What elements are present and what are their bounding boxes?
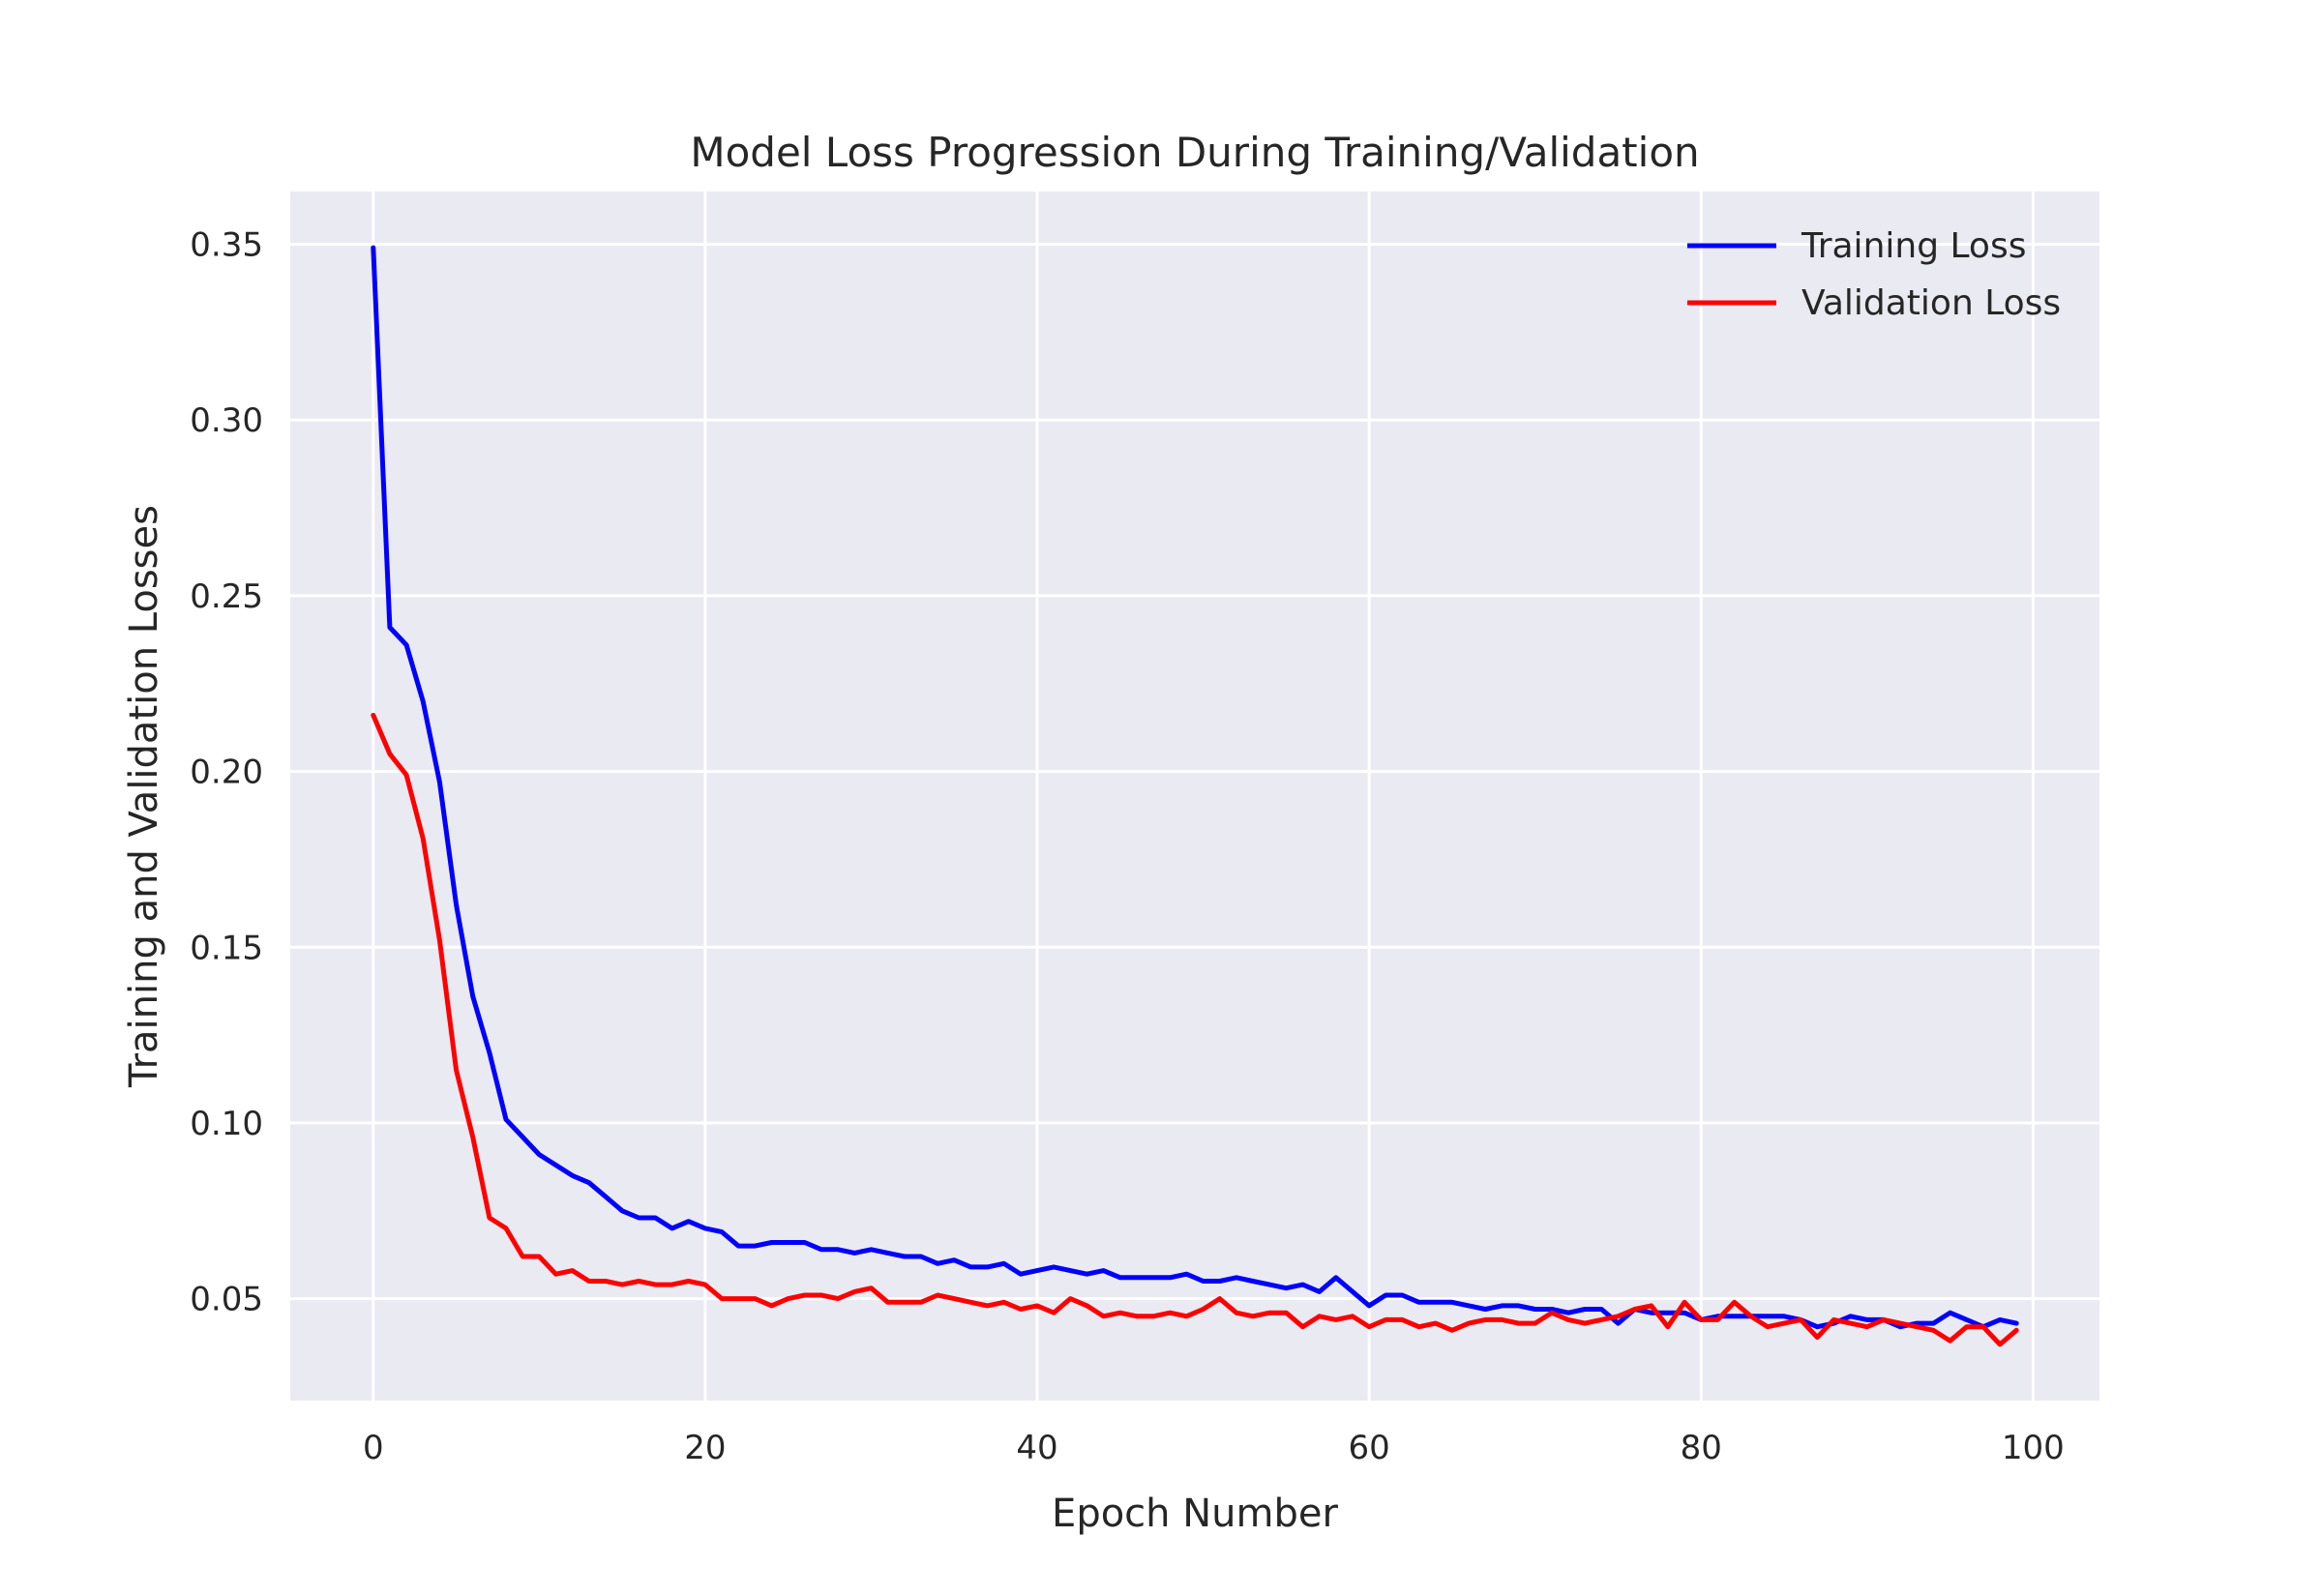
grid xyxy=(290,192,2099,1401)
x-tick-label: 40 xyxy=(1016,1429,1057,1467)
y-axis-label: Training and Validation Losses xyxy=(122,505,166,1088)
y-tick-label: 0.20 xyxy=(190,754,263,792)
x-tick-label: 0 xyxy=(363,1429,384,1467)
legend-label-validation-loss: Validation Loss xyxy=(1801,283,2061,323)
y-tick-label: 0.35 xyxy=(190,226,263,265)
x-tick-labels: 0 20 40 60 80 100 xyxy=(363,1429,2065,1467)
plot-area xyxy=(290,192,2099,1401)
x-tick-label: 20 xyxy=(684,1429,726,1467)
legend: Training Loss Validation Loss xyxy=(1687,226,2061,323)
y-tick-labels: 0.05 0.10 0.15 0.20 0.25 0.30 0.35 xyxy=(190,226,263,1319)
x-axis-label: Epoch Number xyxy=(1052,1492,1338,1536)
series-line-training-loss xyxy=(371,245,2019,1330)
x-tick-label: 100 xyxy=(2002,1429,2065,1467)
y-tick-label: 0.05 xyxy=(190,1281,263,1319)
legend-label-training-loss: Training Loss xyxy=(1801,226,2026,266)
series-lines xyxy=(371,245,2019,1347)
y-tick-label: 0.15 xyxy=(190,929,263,967)
chart-title: Model Loss Progression During Training/V… xyxy=(690,129,1699,176)
y-tick-label: 0.30 xyxy=(190,401,263,440)
x-tick-label: 80 xyxy=(1681,1429,1722,1467)
x-tick-label: 60 xyxy=(1349,1429,1390,1467)
series-line-validation-loss xyxy=(371,712,2019,1347)
y-tick-label: 0.25 xyxy=(190,577,263,616)
y-tick-label: 0.10 xyxy=(190,1105,263,1143)
